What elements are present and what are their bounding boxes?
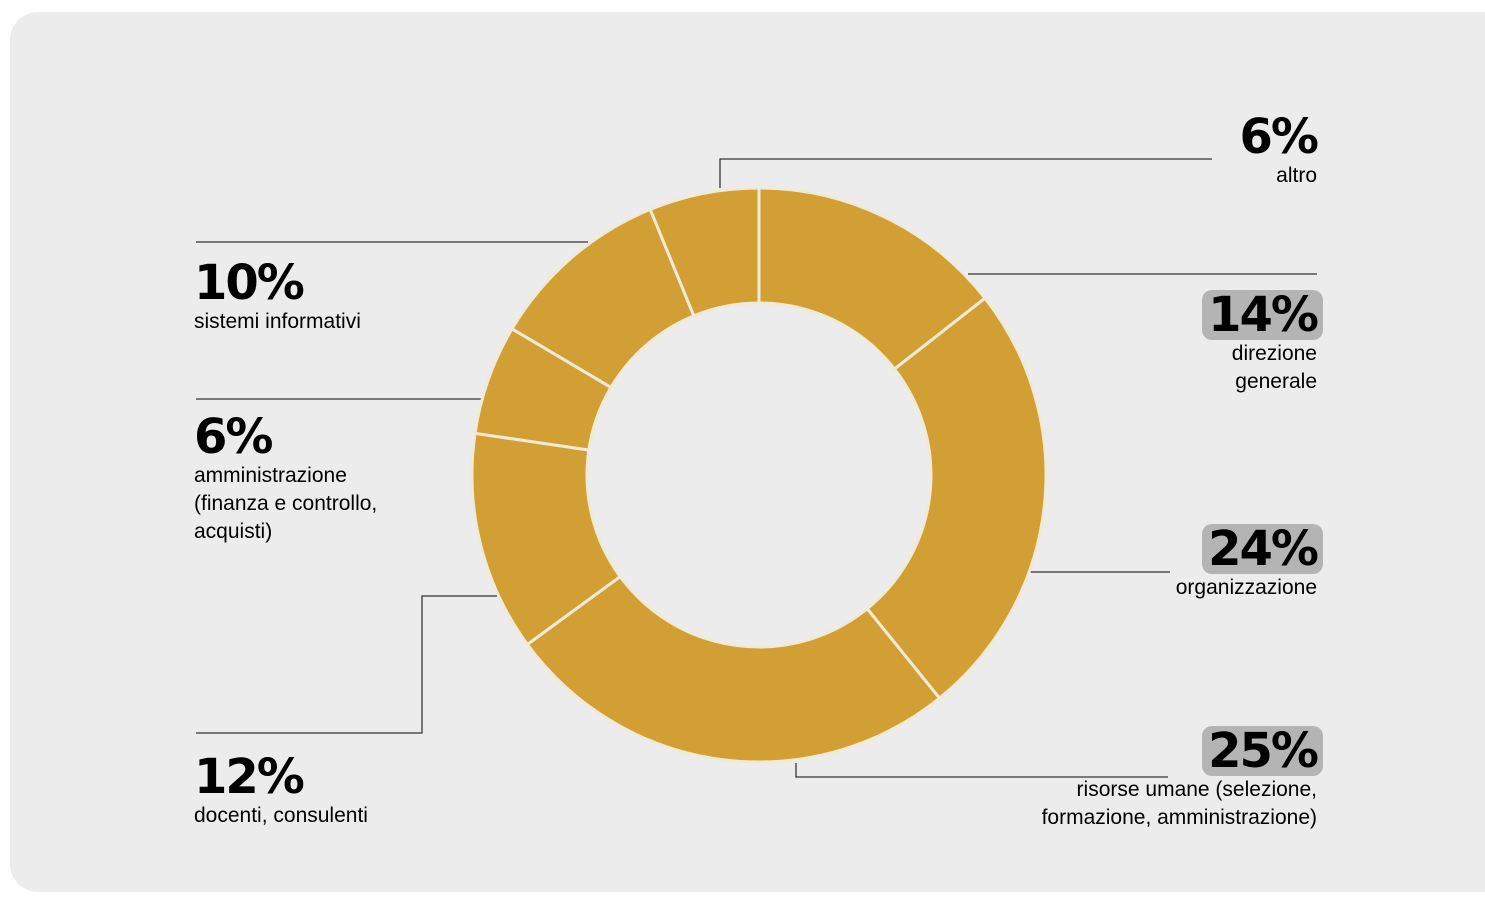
category-direzione-line-2: generale xyxy=(1235,370,1317,393)
donut-slices xyxy=(470,186,1048,764)
category-risorse-line-1: risorse umane (selezione, xyxy=(1076,778,1317,801)
leader-line-docenti xyxy=(196,595,497,734)
pct-amministrazione: 6% xyxy=(194,409,273,465)
label-sistemi: 10% sistemi informativi xyxy=(194,258,361,336)
label-altro: 6% altro xyxy=(1234,112,1319,190)
category-sistemi: sistemi informativi xyxy=(194,310,361,333)
category-altro: altro xyxy=(1276,164,1317,187)
slice-altro xyxy=(648,186,761,318)
category-organizzazione: organizzazione xyxy=(1175,576,1317,599)
category-amministrazione-line-2: (finanza e controllo, xyxy=(194,492,378,515)
pct-docenti: 12% xyxy=(194,749,305,805)
category-amministrazione-line-1: amministrazione xyxy=(194,464,347,487)
label-amministrazione: 6% amministrazione (finanza e controllo,… xyxy=(194,412,377,546)
category-risorse-line-2: formazione, amministrazione) xyxy=(1041,806,1317,829)
category-amministrazione-line-3: acquisti) xyxy=(194,520,273,543)
leader-line-altro xyxy=(719,158,1212,188)
pct-risorse: 25% xyxy=(1202,726,1323,776)
label-risorse: 25% risorse umane (selezione, formazione… xyxy=(1041,726,1323,832)
pct-organizzazione: 24% xyxy=(1202,524,1323,574)
pct-sistemi: 10% xyxy=(194,255,305,311)
leader-lines xyxy=(196,158,1317,778)
label-docenti: 12% docenti, consulenti xyxy=(194,752,368,830)
slice-organizzazione xyxy=(865,296,1048,700)
label-organizzazione: 24% organizzazione xyxy=(1175,524,1323,602)
slice-risorse xyxy=(525,575,941,764)
category-docenti: docenti, consulenti xyxy=(194,804,368,827)
category-direzione-line-1: direzione xyxy=(1231,342,1317,365)
label-direzione: 14% direzione generale xyxy=(1202,290,1323,396)
pct-altro: 6% xyxy=(1239,109,1319,165)
leader-line-risorse xyxy=(795,763,1168,778)
pct-direzione: 14% xyxy=(1202,290,1323,340)
